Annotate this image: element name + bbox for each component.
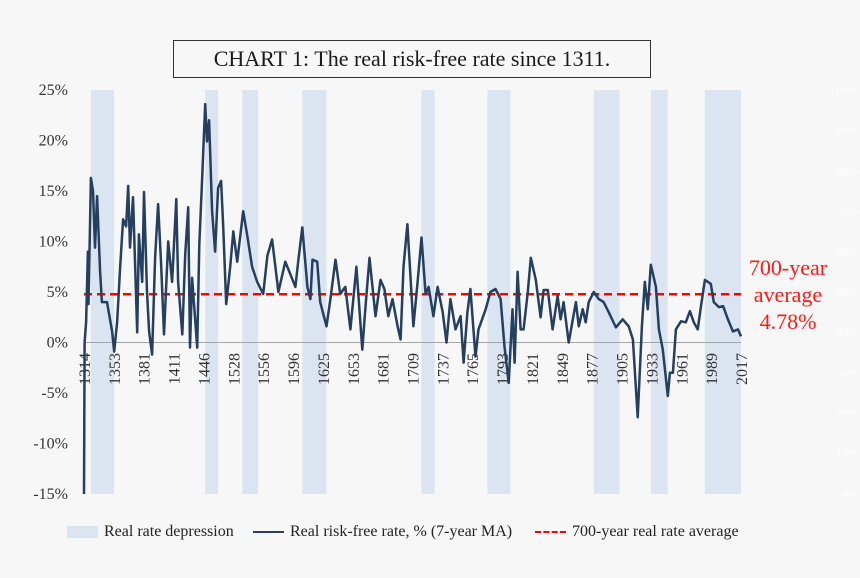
legend-swatch-band (67, 526, 98, 538)
series-line-real-rate (82, 102, 743, 495)
x-tick-label: 1556 (256, 353, 273, 385)
legend-item-band: Real rate depression (67, 521, 234, 543)
band-real-rate-depression (205, 90, 219, 494)
band-real-rate-depression (487, 90, 511, 494)
legend-label-average: 700-year real rate average (572, 523, 739, 540)
legend-item-line: Real risk-free rate, % (7-year MA) (253, 521, 512, 543)
secondary-y-tick-label: 10% (836, 447, 858, 461)
x-axis: 1314 1353 1381 1411 1446 1528 1556 1596 1625 1653… (77, 353, 751, 385)
secondary-y-tick-label: 100% (830, 83, 858, 97)
secondary-y-tick-label: 60% (836, 245, 858, 259)
y-tick-label: -10% (33, 436, 68, 453)
x-tick-label: 1653 (346, 353, 363, 385)
secondary-y-tick-label: 0% (842, 487, 858, 501)
x-tick-label: 1681 (376, 353, 393, 385)
y-tick-label: 20% (39, 133, 68, 150)
x-tick-label: 1877 (585, 353, 602, 385)
x-tick-label: 1961 (674, 353, 691, 385)
x-tick-label: 1765 (465, 353, 482, 385)
band-real-rate-depression (421, 90, 435, 494)
x-tick-label: 1709 (406, 353, 423, 385)
x-tick-label: 1625 (316, 353, 333, 385)
x-tick-label: 1528 (226, 353, 243, 385)
band-real-rate-depression (242, 90, 259, 494)
annotation-line-1: 700-year (748, 255, 828, 280)
x-tick-label: 1933 (644, 353, 661, 385)
band-real-rate-depression (650, 90, 668, 494)
y-tick-label: 25% (39, 82, 68, 99)
secondary-y-tick-label: 20% (836, 406, 858, 420)
y-tick-label: -15% (33, 486, 68, 503)
x-tick-label: 1446 (196, 353, 213, 385)
x-tick-label: 1737 (435, 353, 452, 385)
legend: Real rate depression Real risk-free rate… (0, 521, 860, 543)
y-axis: 25% 20% 15% 10% 5% 0% -5% -10% -15% (33, 82, 68, 503)
y-tick-label: -5% (41, 385, 68, 402)
x-tick-label: 1353 (107, 353, 124, 385)
secondary-y-tick-label: 80% (836, 164, 858, 178)
secondary-y-axis: 100% 90% 80% 70% 60% 50% 40% 30% 20% 10% 0% (830, 83, 858, 501)
y-tick-label: 0% (47, 335, 68, 352)
x-tick-label: 1849 (555, 353, 572, 385)
x-tick-label: 1381 (137, 353, 154, 385)
secondary-y-tick-label: 90% (836, 123, 858, 137)
y-tick-label: 5% (47, 284, 68, 301)
legend-item-average: 700-year real rate average (535, 521, 739, 543)
legend-swatch-average (535, 531, 566, 533)
x-tick-label: 1596 (286, 353, 303, 385)
secondary-y-tick-label: 40% (836, 325, 858, 339)
annotation-line-2: average (753, 282, 823, 307)
secondary-y-tick-label: 30% (836, 366, 858, 380)
y-tick-label: 15% (39, 183, 68, 200)
legend-label-band: Real rate depression (104, 523, 234, 540)
y-tick-label: 10% (39, 234, 68, 251)
average-annotation: 700-year average 4.78% (742, 254, 834, 335)
x-tick-label: 2017 (734, 353, 751, 385)
chart-title: CHART 1: The real risk-free rate since 1… (173, 40, 651, 78)
x-tick-label: 1989 (704, 353, 721, 385)
x-tick-label: 1905 (615, 353, 632, 385)
secondary-y-tick-label: 50% (836, 285, 858, 299)
band-real-rate-depression (704, 90, 741, 494)
secondary-y-tick-label: 70% (836, 204, 858, 218)
x-tick-label: 1411 (167, 353, 184, 384)
legend-swatch-line (253, 531, 284, 533)
legend-label-line: Real risk-free rate, % (7-year MA) (290, 523, 513, 540)
band-real-rate-depression (593, 90, 620, 494)
annotation-line-3: 4.78% (759, 309, 817, 334)
band-real-rate-depression (302, 90, 327, 494)
x-tick-label: 1821 (525, 353, 542, 385)
